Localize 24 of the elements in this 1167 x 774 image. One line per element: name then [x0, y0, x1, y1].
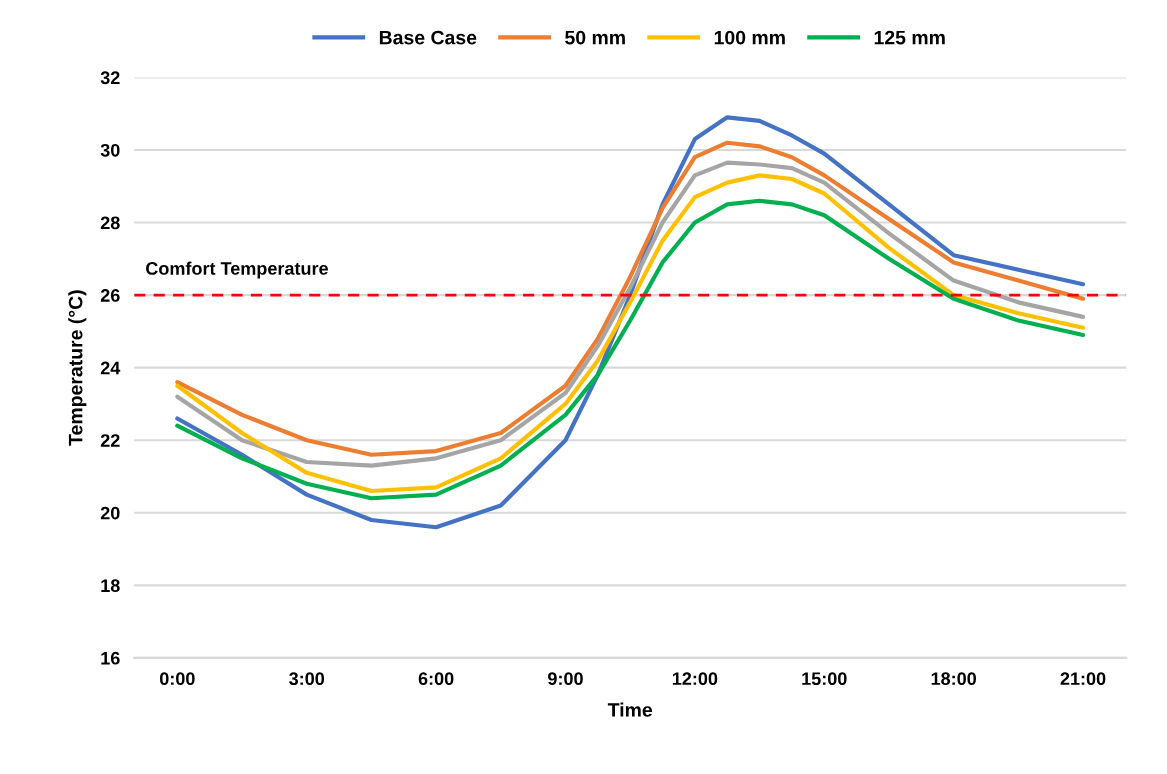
ref-line-label: Comfort Temperature [146, 261, 328, 279]
y-tick-label: 24 [100, 361, 121, 375]
y-tick-label: 30 [100, 143, 120, 157]
y-tick-label: 18 [101, 579, 120, 593]
x-tick-label: 3:00 [289, 672, 325, 686]
legend-label: 100 mm [714, 30, 785, 45]
x-tick-label: 9:00 [548, 672, 583, 686]
y-tick-label: 20 [100, 506, 120, 520]
x-axis-title: Time [607, 702, 653, 717]
x-tick-label: 12:00 [672, 672, 718, 686]
y-tick-label: 32 [100, 71, 120, 85]
y-tick-label: 26 [100, 289, 120, 302]
x-tick-label: 6:00 [418, 672, 454, 686]
x-tick-label: 21:00 [1060, 672, 1106, 686]
y-axis-title: Temperature (°C) [68, 290, 87, 446]
x-tick-label: 18:00 [931, 672, 976, 686]
legend-label: Base Case [379, 30, 477, 45]
x-tick-label: 0:00 [159, 672, 195, 686]
x-tick-label: 15:00 [802, 672, 847, 686]
legend-label: 50 mm [565, 30, 625, 45]
legend-label: 125 mm [874, 30, 945, 45]
y-tick-label: 28 [100, 216, 120, 230]
y-tick-label: 16 [101, 651, 120, 665]
y-tick-label: 22 [100, 434, 120, 447]
